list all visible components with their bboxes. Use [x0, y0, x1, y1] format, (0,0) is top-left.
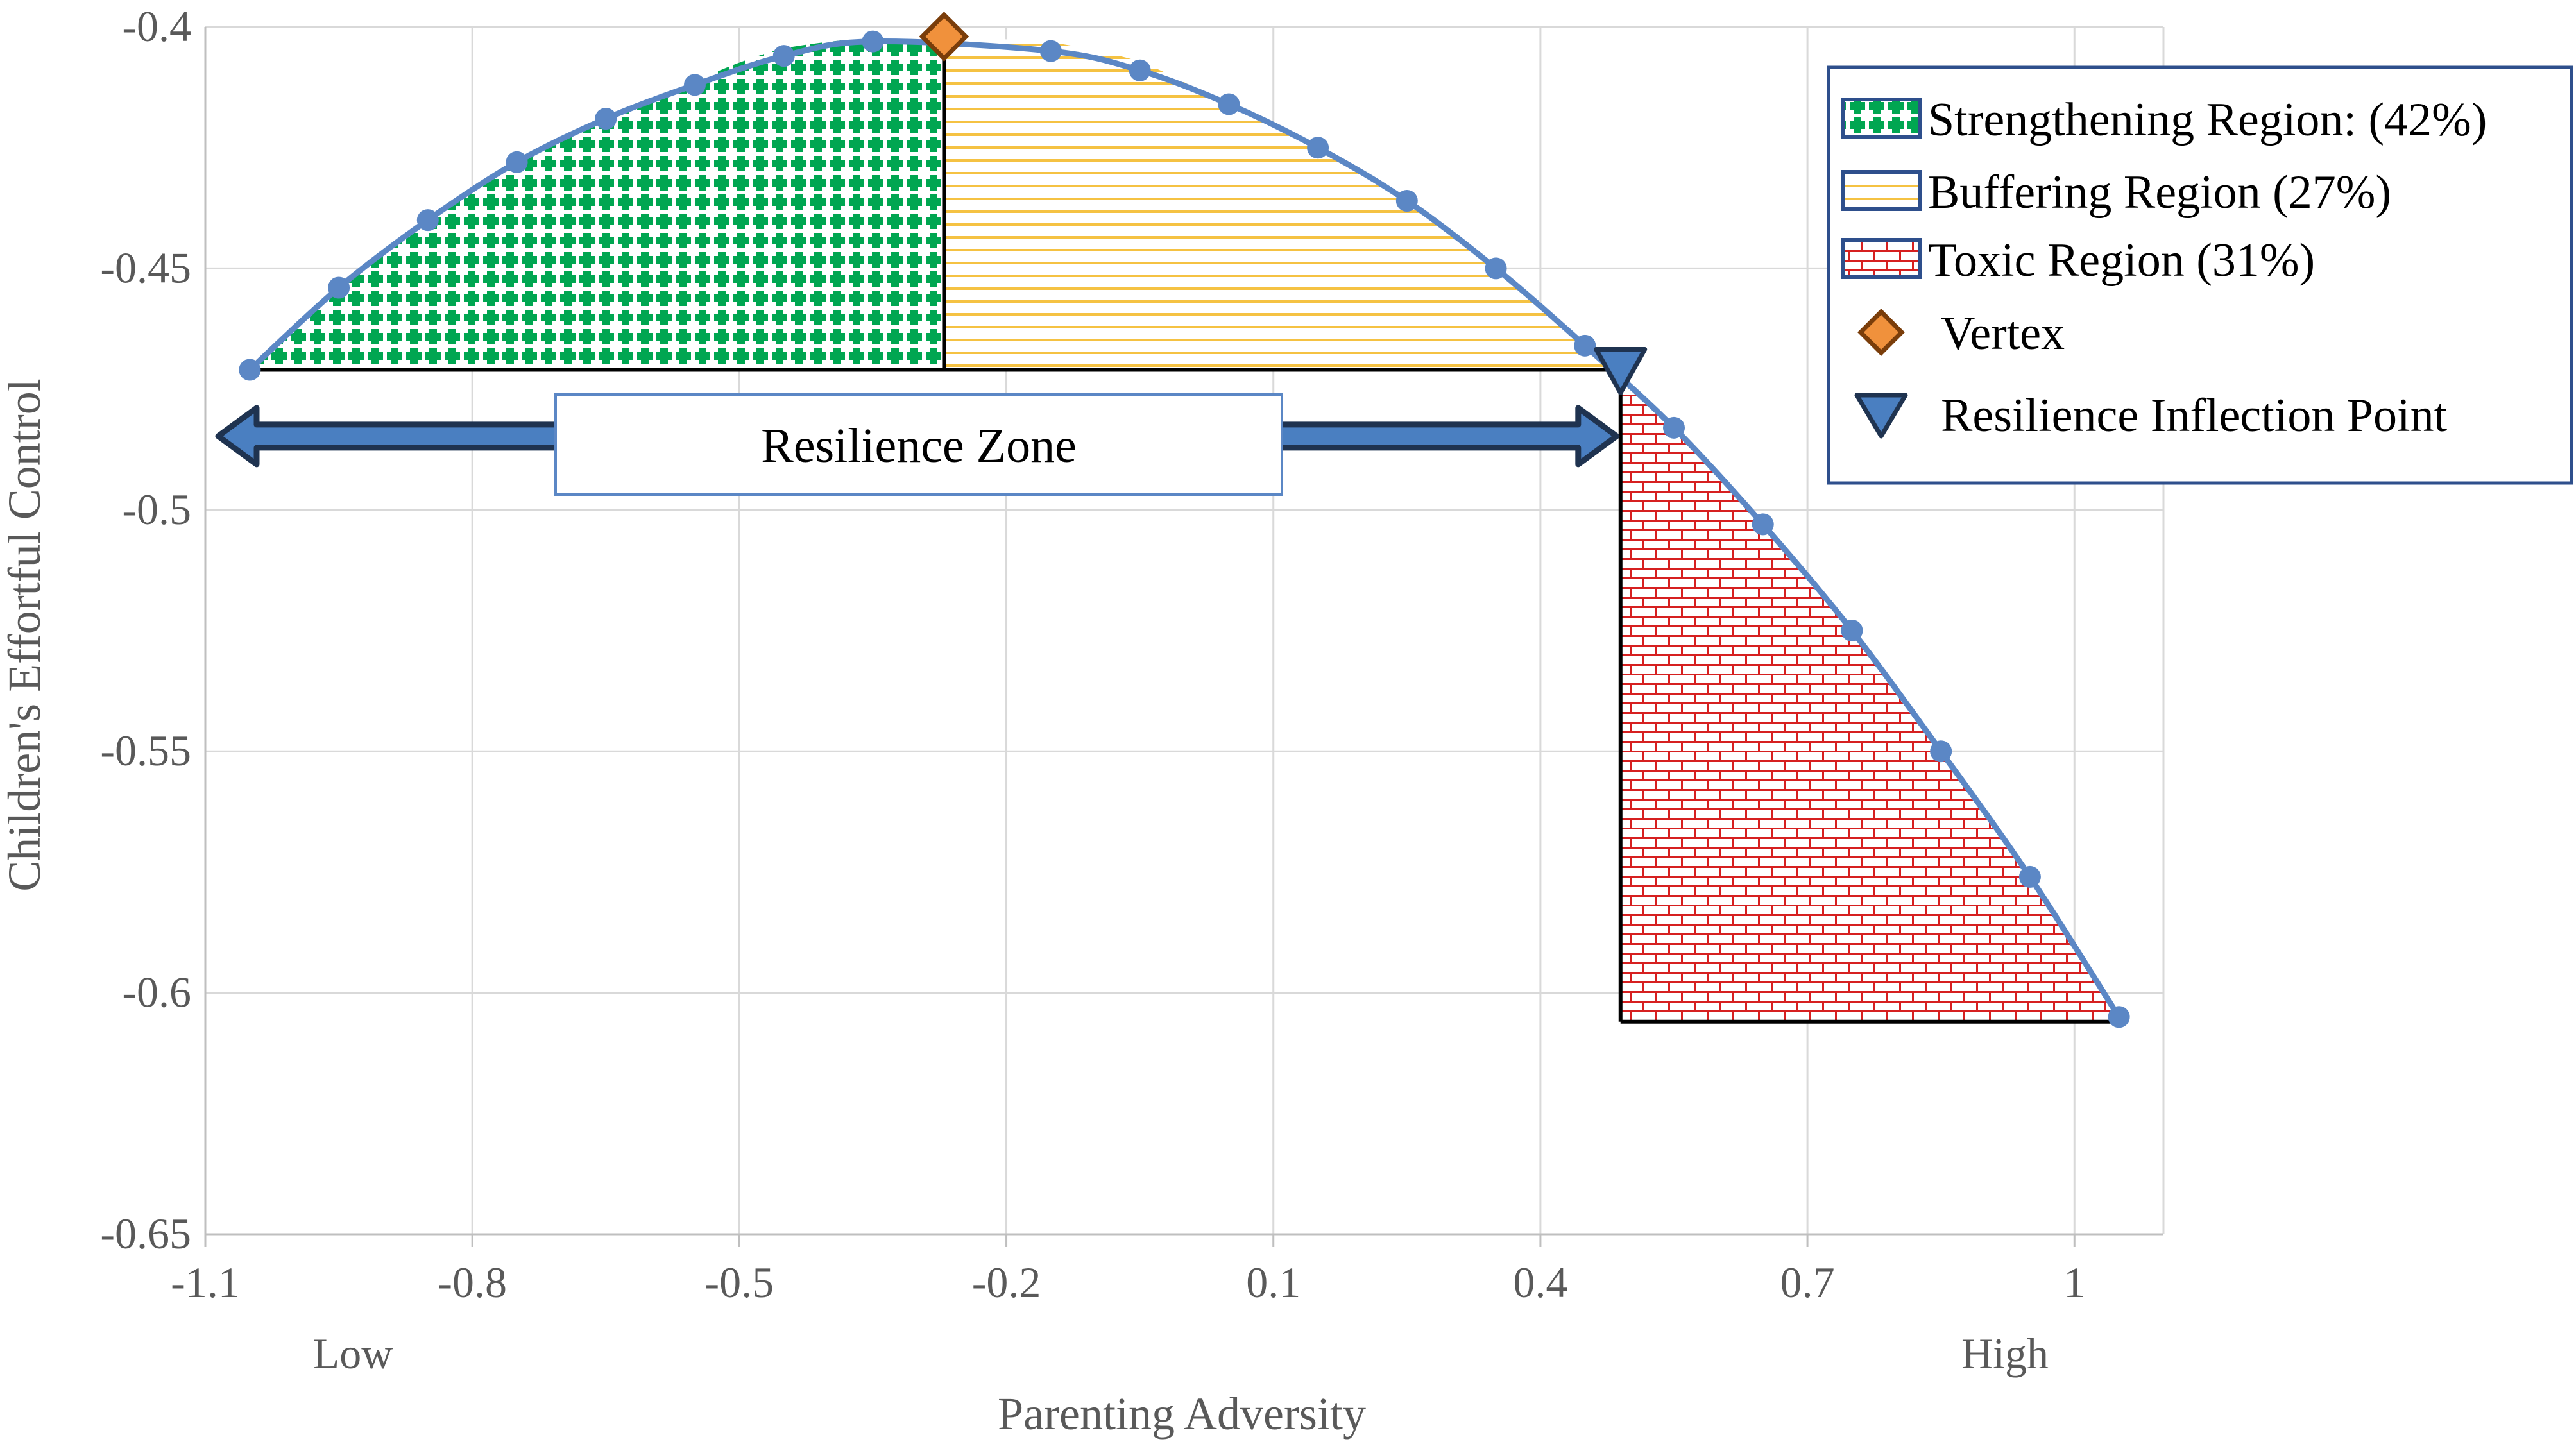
- series: [239, 30, 2130, 1028]
- data-point: [1039, 40, 1062, 62]
- x-axis-title: Parenting Adversity: [998, 1388, 1366, 1440]
- y-tick-label: -0.65: [100, 1209, 191, 1258]
- legend-label-toxic: Toxic Region (31%): [1928, 234, 2315, 287]
- region-toxic: [1620, 378, 2119, 1022]
- data-point: [1663, 416, 1685, 439]
- x-tick-label: -1.1: [171, 1258, 240, 1307]
- legend-swatch-toxic: [1841, 238, 1922, 279]
- y-tick-label: -0.4: [122, 2, 191, 51]
- data-point: [1218, 93, 1240, 115]
- x-tick-label: -0.8: [438, 1258, 507, 1307]
- region-buffering: [944, 37, 1621, 379]
- legend-swatch-strengthening: [1841, 98, 1922, 139]
- y-tick-label: -0.55: [100, 726, 191, 775]
- legend-label-buffering: Buffering Region (27%): [1928, 166, 2391, 219]
- special-markers: [919, 12, 1648, 395]
- x-tick-label: 0.7: [1780, 1258, 1835, 1307]
- legend-vertex-icon: [1857, 309, 1905, 356]
- data-point: [684, 74, 706, 96]
- data-point: [1574, 334, 1596, 357]
- legend-label-inflection: Resilience Inflection Point: [1941, 389, 2448, 442]
- data-point: [2018, 865, 2041, 888]
- data-point: [862, 30, 884, 53]
- data-point: [1930, 740, 1952, 763]
- legend-swatch-buffering: [1841, 170, 1922, 211]
- x-anchor-low: Low: [313, 1329, 393, 1378]
- data-point: [239, 359, 261, 381]
- data-point: [1307, 137, 1329, 159]
- legend: Strengthening Region: (42%) Buffering Reg…: [1827, 65, 2573, 485]
- data-point: [595, 108, 617, 130]
- x-tick-label: -0.5: [705, 1258, 774, 1307]
- y-tick-label: -0.45: [100, 243, 191, 292]
- x-tick-label: 1: [2063, 1258, 2085, 1307]
- data-point: [416, 209, 439, 232]
- x-tick-label: -0.2: [972, 1258, 1041, 1307]
- data-point: [1485, 257, 1507, 280]
- x-tick-label: 0.1: [1246, 1258, 1301, 1307]
- resilience-zone-annotation: Resilience Zone: [215, 393, 1620, 496]
- resilience-zone-label: Resilience Zone: [761, 419, 1077, 473]
- regions: [250, 37, 2119, 1024]
- data-point: [1395, 190, 1418, 212]
- region-strengthening: [250, 37, 944, 370]
- y-tick-label: -0.5: [122, 485, 191, 534]
- legend-label-vertex: Vertex: [1941, 307, 2065, 360]
- data-point: [328, 276, 350, 299]
- legend-label-strengthening: Strengthening Region: (42%): [1928, 94, 2487, 146]
- legend-inflection-icon: [1854, 393, 1908, 439]
- vertex-marker: [919, 12, 969, 62]
- y-tick-label: -0.6: [122, 968, 191, 1017]
- data-point: [772, 45, 795, 67]
- data-point: [1841, 620, 1863, 641]
- data-point: [1752, 513, 1774, 536]
- axes: -0.4 -0.45 -0.5 -0.55 -0.6 -0.65-1.1 -0.8 -0.5 -…: [100, 2, 2163, 1307]
- x-tick-label: 0.4: [1513, 1258, 1567, 1307]
- y-axis-title: Children's Effortful Control: [0, 378, 50, 892]
- legend-box: [1827, 65, 2573, 485]
- data-point: [2108, 1006, 2130, 1028]
- data-point: [1129, 59, 1151, 81]
- x-anchor-high: High: [1961, 1329, 2049, 1378]
- resilience-zone-box: [554, 393, 1283, 496]
- inflection-marker: [1594, 346, 1648, 395]
- data-point: [506, 151, 528, 173]
